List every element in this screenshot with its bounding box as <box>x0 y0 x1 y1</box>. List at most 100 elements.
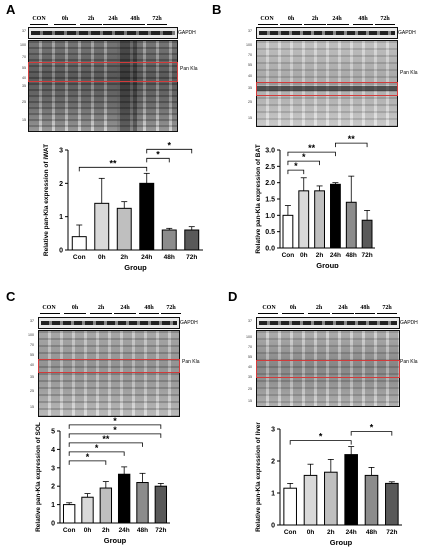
band-label: Pan Kla <box>400 70 418 76</box>
y-tick-label: 4 <box>51 447 55 454</box>
bar <box>99 487 113 524</box>
x-tick-label: 24h <box>346 529 357 536</box>
significance-bracket <box>146 148 193 154</box>
y-tick-label: 1 <box>51 502 55 509</box>
significance-label: ** <box>102 434 110 444</box>
y-tick-label: 3 <box>59 148 63 155</box>
significance-label: * <box>302 152 306 162</box>
y-tick-label: 0 <box>59 248 63 255</box>
lane-header: 2h <box>87 16 95 22</box>
significance-bracket <box>68 451 125 456</box>
lane-header: 72h <box>166 305 176 311</box>
y-tick-label: 3 <box>51 465 55 472</box>
x-tick-label: 2h <box>102 527 110 534</box>
bar <box>298 190 310 249</box>
x-axis-label: Group <box>316 261 339 268</box>
bar <box>330 183 341 249</box>
pan-kla-blot <box>38 330 180 417</box>
gapdh-blot <box>38 317 180 329</box>
panel-c: C CON 0h 2h 24h 48h 72h GAPDH Pan Kla 3 7… <box>6 289 200 545</box>
bar <box>161 229 177 251</box>
bar <box>184 229 200 251</box>
x-tick-label: Con <box>73 254 86 261</box>
significance-bracket <box>68 460 107 465</box>
panel-label: D <box>228 289 238 304</box>
bar <box>154 485 168 524</box>
x-tick-label: 24h <box>330 252 341 259</box>
x-tick-label: 72h <box>155 527 166 534</box>
y-axis-label: Relative pan-Kla expression of iWAT <box>43 144 50 256</box>
y-axis-label: Relative pan-Kla expression of BAT <box>255 144 262 253</box>
bar <box>385 482 399 526</box>
x-tick-label: 2h <box>120 254 128 261</box>
x-tick-label: 72h <box>186 254 197 261</box>
x-tick-label: 24h <box>119 527 130 534</box>
x-tick-label: 72h <box>386 529 397 536</box>
bar <box>116 207 132 251</box>
highlight-box <box>28 62 178 82</box>
y-tick-label: 2.5 <box>265 164 275 171</box>
y-tick-label: 2 <box>51 484 55 491</box>
lane-header: 2h <box>311 16 319 22</box>
y-tick-label: 0.5 <box>265 229 275 236</box>
significance-bracket <box>287 160 320 166</box>
x-tick-label: 0h <box>84 527 92 534</box>
y-tick-label: 0 <box>271 523 275 530</box>
lane-header: 48h <box>144 305 154 311</box>
x-axis-label: Group <box>330 538 353 547</box>
y-tick-label: 1.5 <box>265 197 275 204</box>
significance-label: ** <box>308 143 316 153</box>
significance-bracket <box>289 440 352 445</box>
lane-header: 72h <box>382 305 392 311</box>
x-axis-label: Group <box>104 536 127 545</box>
x-tick-label: 48h <box>366 529 377 536</box>
y-tick-label: 3 <box>271 427 275 434</box>
lane-header: 0h <box>61 16 69 22</box>
significance-label: * <box>95 443 99 453</box>
significance-bracket <box>68 442 143 447</box>
y-axis-label: Relative pan-Kla expression of SOL <box>35 422 42 532</box>
gapdh-label: GAPDH <box>178 30 196 36</box>
y-tick-label: 1 <box>59 214 63 221</box>
lane-header: 0h <box>287 16 295 22</box>
significance-label: * <box>113 425 117 435</box>
panel-d: D CON 0h 2h 24h 48h 72h GAPDH Pan Kla 3 7… <box>210 275 421 550</box>
bar <box>344 454 358 526</box>
panel-label: B <box>212 2 222 17</box>
bar <box>364 474 379 526</box>
bar <box>94 202 110 251</box>
panel-a: A CON 0h 2h 24h 48h 72h GAPDH Pan Kla 3 7… <box>0 0 210 275</box>
bar <box>314 190 325 249</box>
band-label: Pan Kla <box>182 359 200 365</box>
significance-bracket <box>335 142 368 148</box>
bar <box>361 219 373 249</box>
band-label: Pan Kla <box>180 66 198 72</box>
significance-label: * <box>156 149 160 159</box>
y-tick-label: 1 <box>271 491 275 498</box>
pan-kla-blot <box>256 330 400 407</box>
significance-label: ** <box>348 134 356 144</box>
significance-label: * <box>319 432 323 442</box>
x-tick-label: 24h <box>141 254 152 261</box>
bar-chart: 0 1 2 3 Con 0h 2h 24h 48h 72h * * Group Relative pan-… <box>255 422 402 547</box>
x-tick-label: Con <box>284 529 297 536</box>
x-tick-label: 0h <box>98 254 106 261</box>
y-tick-label: 0.0 <box>265 246 275 253</box>
lane-header: 0h <box>289 305 297 311</box>
bar <box>139 182 155 251</box>
panel-b: B CON 0h 2h 24h 48h 72h GAPDH Pan Kla 37… <box>212 2 418 268</box>
significance-bracket <box>78 166 148 172</box>
x-axis-label: Group <box>124 263 147 272</box>
lane-header: 72h <box>380 16 390 22</box>
bar <box>117 473 131 524</box>
lane-header: CON <box>32 16 46 22</box>
y-tick-label: 2 <box>59 181 63 188</box>
x-tick-label: 2h <box>316 252 324 259</box>
gapdh-label: GAPDH <box>400 320 418 326</box>
lane-header: CON <box>260 16 274 22</box>
lane-header: 48h <box>360 305 370 311</box>
gapdh-label: GAPDH <box>398 30 416 36</box>
y-tick-label: 2 <box>271 459 275 466</box>
